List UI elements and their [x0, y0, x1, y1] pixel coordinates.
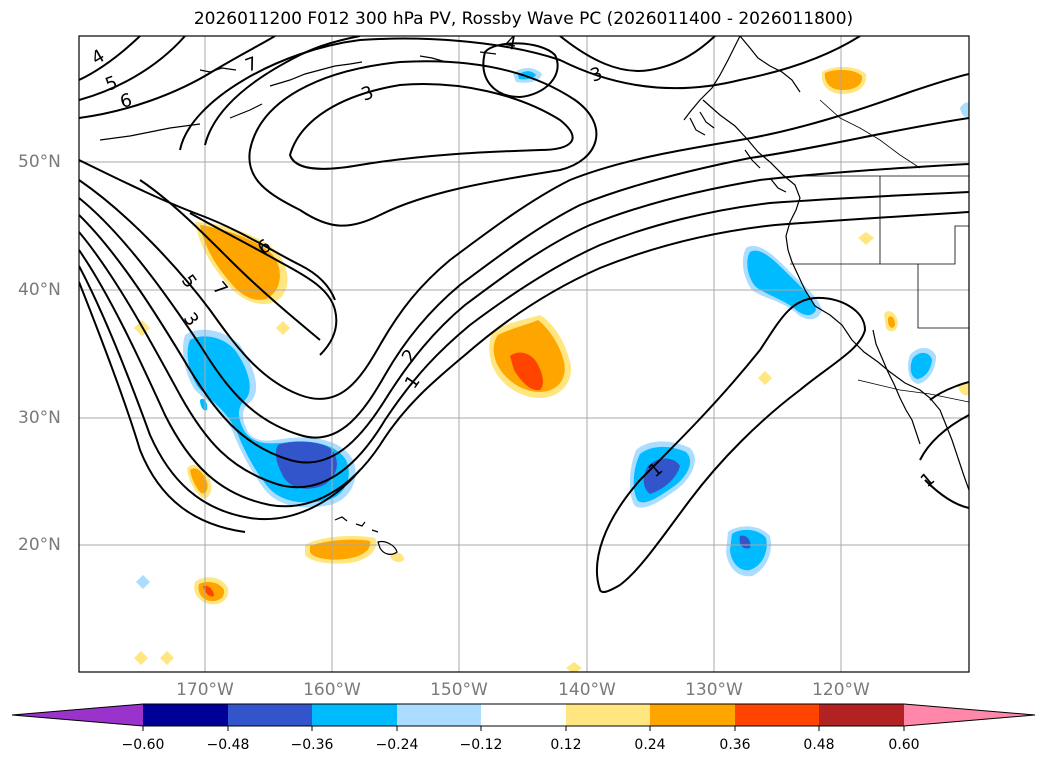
plot-area: 4 5 6 7 3 4 3 6 5 7 3 2 1 1 1 [79, 32, 969, 672]
contour-label: 3 [179, 309, 203, 330]
contour-label: 1 [917, 468, 939, 491]
colorbar-segment [735, 704, 819, 726]
gridlines [79, 36, 969, 672]
colorbar-tick-label: 0.48 [803, 737, 835, 753]
contour-label: 3 [588, 63, 606, 87]
colorbar-tick-label: 0.36 [719, 737, 751, 753]
contour-label: 4 [503, 32, 518, 55]
colorbar-segment [143, 704, 228, 726]
colorbar-tick-label: −0.60 [121, 737, 165, 753]
colorbar-segment [312, 704, 397, 726]
pv-contours [79, 36, 969, 594]
colorbar-segment [228, 704, 312, 726]
contour-label: 7 [208, 278, 231, 300]
colorbar-tick-label: 0.12 [550, 737, 582, 753]
colorbar-tick-label: −0.48 [206, 737, 250, 753]
lat-label-20n: 20°N [18, 535, 61, 555]
contour-label: 3 [359, 82, 377, 106]
lon-label-140w: 140°W [558, 680, 616, 700]
lon-label-170w: 170°W [176, 680, 234, 700]
lon-label-160w: 160°W [303, 680, 361, 700]
colorbar-tick-label: 0.60 [888, 737, 920, 753]
colorbar-segment [650, 704, 735, 726]
contour-label: 1 [401, 371, 425, 392]
lon-label-130w: 130°W [685, 680, 743, 700]
contour-label: 6 [118, 90, 134, 113]
colorbar-segment [481, 704, 566, 726]
contour-label: 2 [398, 345, 422, 366]
lon-label-150w: 150°W [430, 680, 488, 700]
lon-label-120w: 120°W [812, 680, 870, 700]
colorbar-tick-label: −0.24 [375, 737, 419, 753]
map-title: 2026011200 F012 300 hPa PV, Rossby Wave … [193, 9, 854, 29]
colorbar-ticks [142, 726, 905, 731]
colorbar-extend-right [904, 704, 1035, 726]
plot-frame [78, 35, 970, 673]
colorbar-extend-left [12, 704, 143, 726]
colorbar-tick-label: −0.12 [459, 737, 503, 753]
colorbar-segment [819, 704, 904, 726]
colorbar-segment [397, 704, 481, 726]
colorbar-tick-label: −0.36 [290, 737, 334, 753]
lat-label-50n: 50°N [18, 152, 61, 172]
coastlines [99, 36, 969, 555]
lat-label-30n: 30°N [18, 408, 61, 428]
lat-label-40n: 40°N [18, 280, 61, 300]
contour-label: 7 [243, 53, 261, 77]
colorbar [11, 703, 1036, 731]
political-borders [790, 99, 969, 403]
colorbar-tick-label: 0.24 [634, 737, 666, 753]
colorbar-segment [566, 704, 650, 726]
